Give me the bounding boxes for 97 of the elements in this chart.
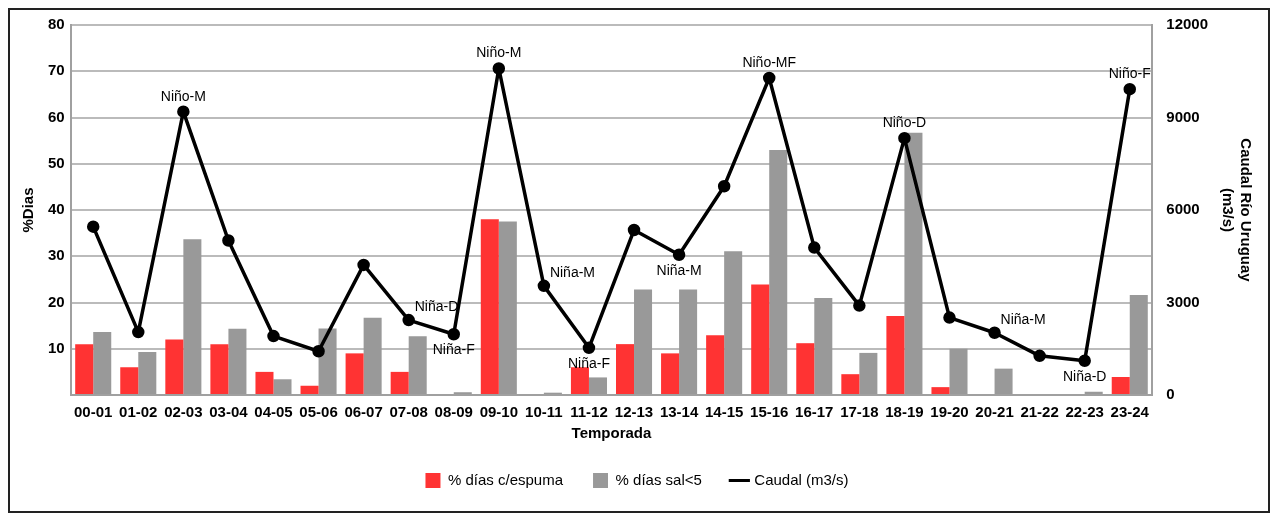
data-label: Niño-M — [476, 44, 522, 61]
x-tick-label: 09-10 — [479, 403, 519, 421]
bar — [931, 387, 950, 394]
x-tick-label: 11-12 — [570, 403, 608, 421]
x-tick-label: 22-23 — [1065, 403, 1104, 421]
x-tick-label: 19-20 — [930, 403, 969, 421]
point — [492, 62, 506, 75]
data-label: Niño-D — [882, 114, 927, 131]
x-tick-label: 16-17 — [795, 403, 834, 421]
y2-tick-label: 0 — [1166, 385, 1175, 403]
data-label: Niña-M — [549, 263, 596, 280]
point — [1078, 354, 1091, 368]
bar — [165, 339, 184, 394]
y2-tick-label: 12000 — [1166, 15, 1209, 33]
y2-tick-label: 9000 — [1166, 107, 1200, 125]
data-label: Niña-M — [1000, 310, 1046, 327]
data-label: Niña-F — [432, 341, 475, 358]
bar — [570, 367, 589, 394]
y-tick-label: 20 — [48, 292, 65, 310]
point — [402, 313, 415, 327]
point — [86, 220, 100, 233]
x-tick-label: 02-03 — [164, 403, 203, 421]
bar — [345, 353, 364, 394]
bar — [255, 371, 274, 394]
legend-label: Caudal (m3/s) — [754, 470, 849, 488]
point — [357, 258, 370, 272]
point — [672, 248, 686, 261]
y-tick-label: 30 — [48, 246, 65, 264]
bar — [120, 367, 139, 394]
point — [267, 329, 280, 343]
x-tick-label: 04-05 — [254, 403, 293, 421]
y-tick-label: 60 — [48, 107, 65, 125]
x-axis-title: Temporada — [571, 424, 653, 442]
data-label: Niño-F — [1108, 64, 1151, 81]
point — [312, 344, 325, 358]
point — [943, 311, 956, 324]
y2-axis-title: Caudal Río Uruguay (m3/s) — [1219, 138, 1255, 283]
y-tick-label: 80 — [48, 15, 65, 33]
data-label: Niño-M — [160, 87, 206, 104]
x-tick-label: 08-09 — [434, 403, 473, 421]
legend-label: % días sal<5 — [615, 470, 702, 488]
x-tick-label: 06-07 — [344, 403, 383, 421]
point — [177, 105, 190, 118]
y2-tick-label: 6000 — [1166, 200, 1200, 218]
x-tick-label: 13-14 — [659, 403, 699, 421]
x-tick-label: 14-15 — [704, 403, 744, 421]
point — [537, 279, 551, 293]
legend-label: % días c/espuma — [447, 470, 564, 488]
bar — [886, 315, 905, 394]
x-tick-label: 07-08 — [389, 403, 428, 421]
bar — [796, 343, 815, 394]
x-tick-label: 00-01 — [74, 403, 113, 421]
x-tick-label: 10-11 — [525, 403, 563, 421]
bar — [706, 335, 725, 394]
point — [898, 131, 911, 145]
y-tick-label: 50 — [48, 153, 65, 171]
data-label: Niño-MF — [742, 53, 797, 70]
x-tick-label: 15-16 — [750, 403, 789, 421]
bar — [841, 374, 860, 394]
data-label: Niña-M — [656, 261, 702, 278]
x-tick-label: 20-21 — [975, 403, 1014, 421]
bar — [210, 344, 229, 394]
point — [627, 223, 641, 237]
point — [717, 180, 731, 193]
point — [853, 299, 866, 312]
point — [1123, 82, 1137, 96]
point — [988, 326, 1001, 339]
x-tick-label: 17-18 — [840, 403, 879, 421]
point — [222, 234, 235, 247]
bar — [1111, 376, 1130, 394]
point — [582, 341, 596, 355]
x-tick-label: 05-06 — [299, 403, 338, 421]
x-tick-label: 12-13 — [614, 403, 654, 421]
y2-tick-label: 3000 — [1166, 292, 1200, 310]
y-tick-label: 40 — [48, 200, 65, 218]
bar — [751, 284, 770, 394]
point — [1033, 349, 1046, 363]
x-tick-label: 23-24 — [1110, 403, 1150, 421]
bar — [615, 344, 635, 394]
y-tick-label: 70 — [48, 61, 65, 79]
bar — [480, 219, 499, 394]
y-axis-title: %Dias — [19, 187, 37, 233]
point — [132, 325, 145, 339]
y-tick-label: 10 — [48, 338, 65, 356]
point — [762, 71, 776, 85]
x-tick-label: 21-22 — [1020, 403, 1059, 421]
x-tick-label: 18-19 — [885, 403, 924, 421]
x-tick-label: 03-04 — [209, 403, 249, 421]
point — [447, 328, 460, 341]
bar — [390, 371, 409, 394]
x-tick-label: 01-02 — [119, 403, 158, 421]
bar — [661, 353, 680, 394]
point — [808, 241, 821, 254]
data-label: Niña-D — [1062, 367, 1107, 384]
data-label: Niña-F — [567, 354, 610, 371]
bar — [75, 344, 94, 394]
bar — [300, 385, 319, 394]
